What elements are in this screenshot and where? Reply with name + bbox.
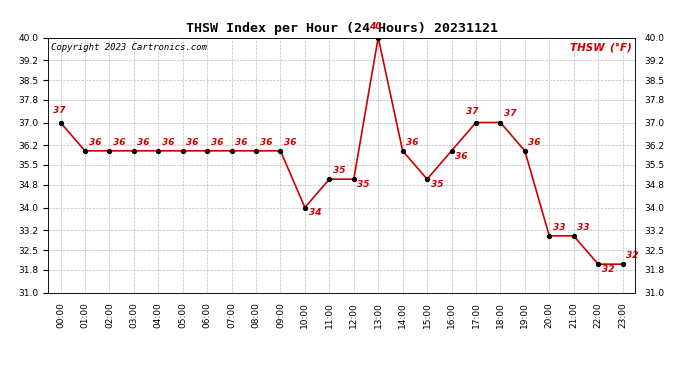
Point	[324, 176, 335, 182]
Text: 36: 36	[406, 138, 419, 147]
Text: THSW (°F): THSW (°F)	[570, 43, 632, 52]
Text: 33: 33	[578, 223, 590, 232]
Text: 36: 36	[88, 138, 101, 147]
Text: 36: 36	[235, 138, 248, 147]
Text: 36: 36	[113, 138, 126, 147]
Point	[128, 148, 139, 154]
Point	[226, 148, 237, 154]
Text: 37: 37	[466, 107, 479, 116]
Point	[495, 120, 506, 126]
Point	[422, 176, 433, 182]
Point	[104, 148, 115, 154]
Point	[250, 148, 262, 154]
Point	[299, 204, 310, 210]
Text: Copyright 2023 Cartronics.com: Copyright 2023 Cartronics.com	[51, 43, 207, 52]
Text: 36: 36	[137, 138, 150, 147]
Text: 36: 36	[529, 138, 541, 147]
Point	[373, 34, 384, 40]
Title: THSW Index per Hour (24 Hours) 20231121: THSW Index per Hour (24 Hours) 20231121	[186, 22, 497, 35]
Point	[471, 120, 482, 126]
Text: 35: 35	[431, 180, 443, 189]
Text: 36: 36	[211, 138, 224, 147]
Point	[520, 148, 531, 154]
Text: 36: 36	[186, 138, 199, 147]
Point	[275, 148, 286, 154]
Text: 32: 32	[602, 265, 614, 274]
Text: 36: 36	[259, 138, 272, 147]
Text: 37: 37	[504, 109, 517, 118]
Point	[348, 176, 359, 182]
Point	[79, 148, 90, 154]
Text: 34: 34	[308, 209, 321, 218]
Point	[397, 148, 408, 154]
Text: 33: 33	[553, 223, 565, 232]
Point	[544, 233, 555, 239]
Point	[617, 261, 628, 267]
Text: 36: 36	[455, 152, 468, 161]
Point	[568, 233, 579, 239]
Text: 40: 40	[370, 22, 382, 31]
Text: 32: 32	[627, 251, 639, 260]
Point	[152, 148, 164, 154]
Text: 37: 37	[53, 106, 66, 116]
Text: 36: 36	[284, 138, 297, 147]
Text: 36: 36	[162, 138, 175, 147]
Point	[201, 148, 213, 154]
Point	[446, 148, 457, 154]
Point	[55, 120, 66, 126]
Text: 35: 35	[333, 166, 346, 175]
Text: 35: 35	[357, 180, 370, 189]
Point	[177, 148, 188, 154]
Point	[593, 261, 604, 267]
